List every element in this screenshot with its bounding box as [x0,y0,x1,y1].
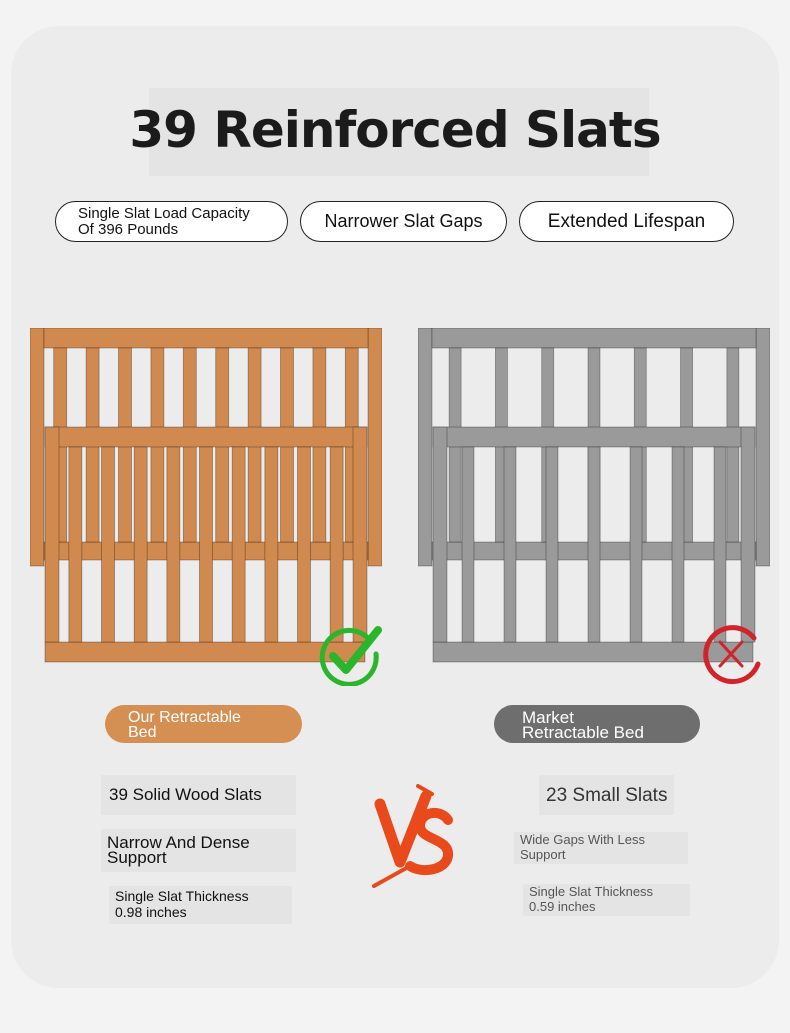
crib-front-slat [461,446,475,643]
market-gaps-line2: Support [520,847,566,862]
crib-back-post [755,328,770,567]
crib-front-slat [264,446,279,643]
our-slats-count: 39 Solid Wood Slats [101,775,296,815]
crib-front-slat [231,446,246,643]
badge-narrower-gaps-label: Narrower Slat Gaps [324,211,483,231]
crib-back-top-rail [431,328,757,349]
our-support: Narrow And Dense Support [101,829,296,872]
our-support-line2: Support [107,848,167,867]
crib-front-slat [545,446,559,643]
market-bed-label: Market Retractable Bed [494,705,700,743]
badge-load-capacity-line1: Single Slat Load Capacity [78,204,250,222]
badge-load-capacity-line2: Of 396 Pounds [78,220,179,238]
market-thickness-line1: Single Slat Thickness [529,884,654,899]
market-slats-count: 23 Small Slats [539,775,674,815]
title-background [149,88,649,176]
green-check-icon [319,626,382,686]
our-bed-label-line1: Our Retractable [128,709,241,726]
market-bed-label-line2: Retractable Bed [522,723,644,742]
crib-front-slat [329,446,344,643]
page-title: 39 Reinforced Slats [129,101,661,159]
market-bed-illustration [418,328,770,663]
crib-front-bottom-rail [44,641,366,663]
badge-load-capacity: Single Slat Load Capacity Of 396 Pounds [55,201,288,242]
crib-front-slat [297,446,311,643]
our-bed-label: Our Retractable Bed [105,705,302,743]
badge-extended-lifespan-label: Extended Lifespan [547,210,706,232]
market-bed-label-line1: Market [522,708,574,727]
crib-front-slat [68,446,83,643]
crib-front-slat [629,446,643,643]
our-support-line1: Narrow And Dense [107,833,250,852]
our-thickness-line1: Single Slat Thickness [115,888,249,904]
crib-back-post [418,328,433,567]
crib-back-post [30,328,45,567]
badge-narrower-gaps: Narrower Slat Gaps [300,201,507,242]
crib-front-slat [587,446,601,643]
our-thickness: Single Slat Thickness 0.98 inches [109,886,292,924]
crib-front-slat [166,446,181,643]
crib-front-post [740,426,756,643]
our-thickness-line2: 0.98 inches [115,904,187,920]
crib-back-top-rail [43,328,369,349]
our-bed-label-line2: Bed [128,724,157,741]
crib-front-slat [503,446,517,643]
crib-front-slat [713,446,727,643]
market-gaps-line1: Wide Gaps With Less [520,832,645,847]
crib-front-post [432,426,448,643]
crib-front-post [44,426,60,643]
crib-front-slat [101,446,115,643]
crib-front-top-rail [432,426,756,448]
crib-back-post [367,328,382,567]
crib-front-slat [199,446,213,643]
red-x-icon [703,625,761,685]
crib-front-slat [671,446,685,643]
crib-front-post [352,426,368,643]
market-gaps: Wide Gaps With Less Support [514,832,688,864]
crib-front-top-rail [44,426,368,448]
our-bed-illustration [30,328,382,663]
vs-logo [372,784,453,888]
crib-front-slat [133,446,148,643]
market-thickness: Single Slat Thickness 0.59 inches [523,884,690,916]
badge-extended-lifespan: Extended Lifespan [519,201,734,242]
market-thickness-line2: 0.59 inches [529,899,596,914]
